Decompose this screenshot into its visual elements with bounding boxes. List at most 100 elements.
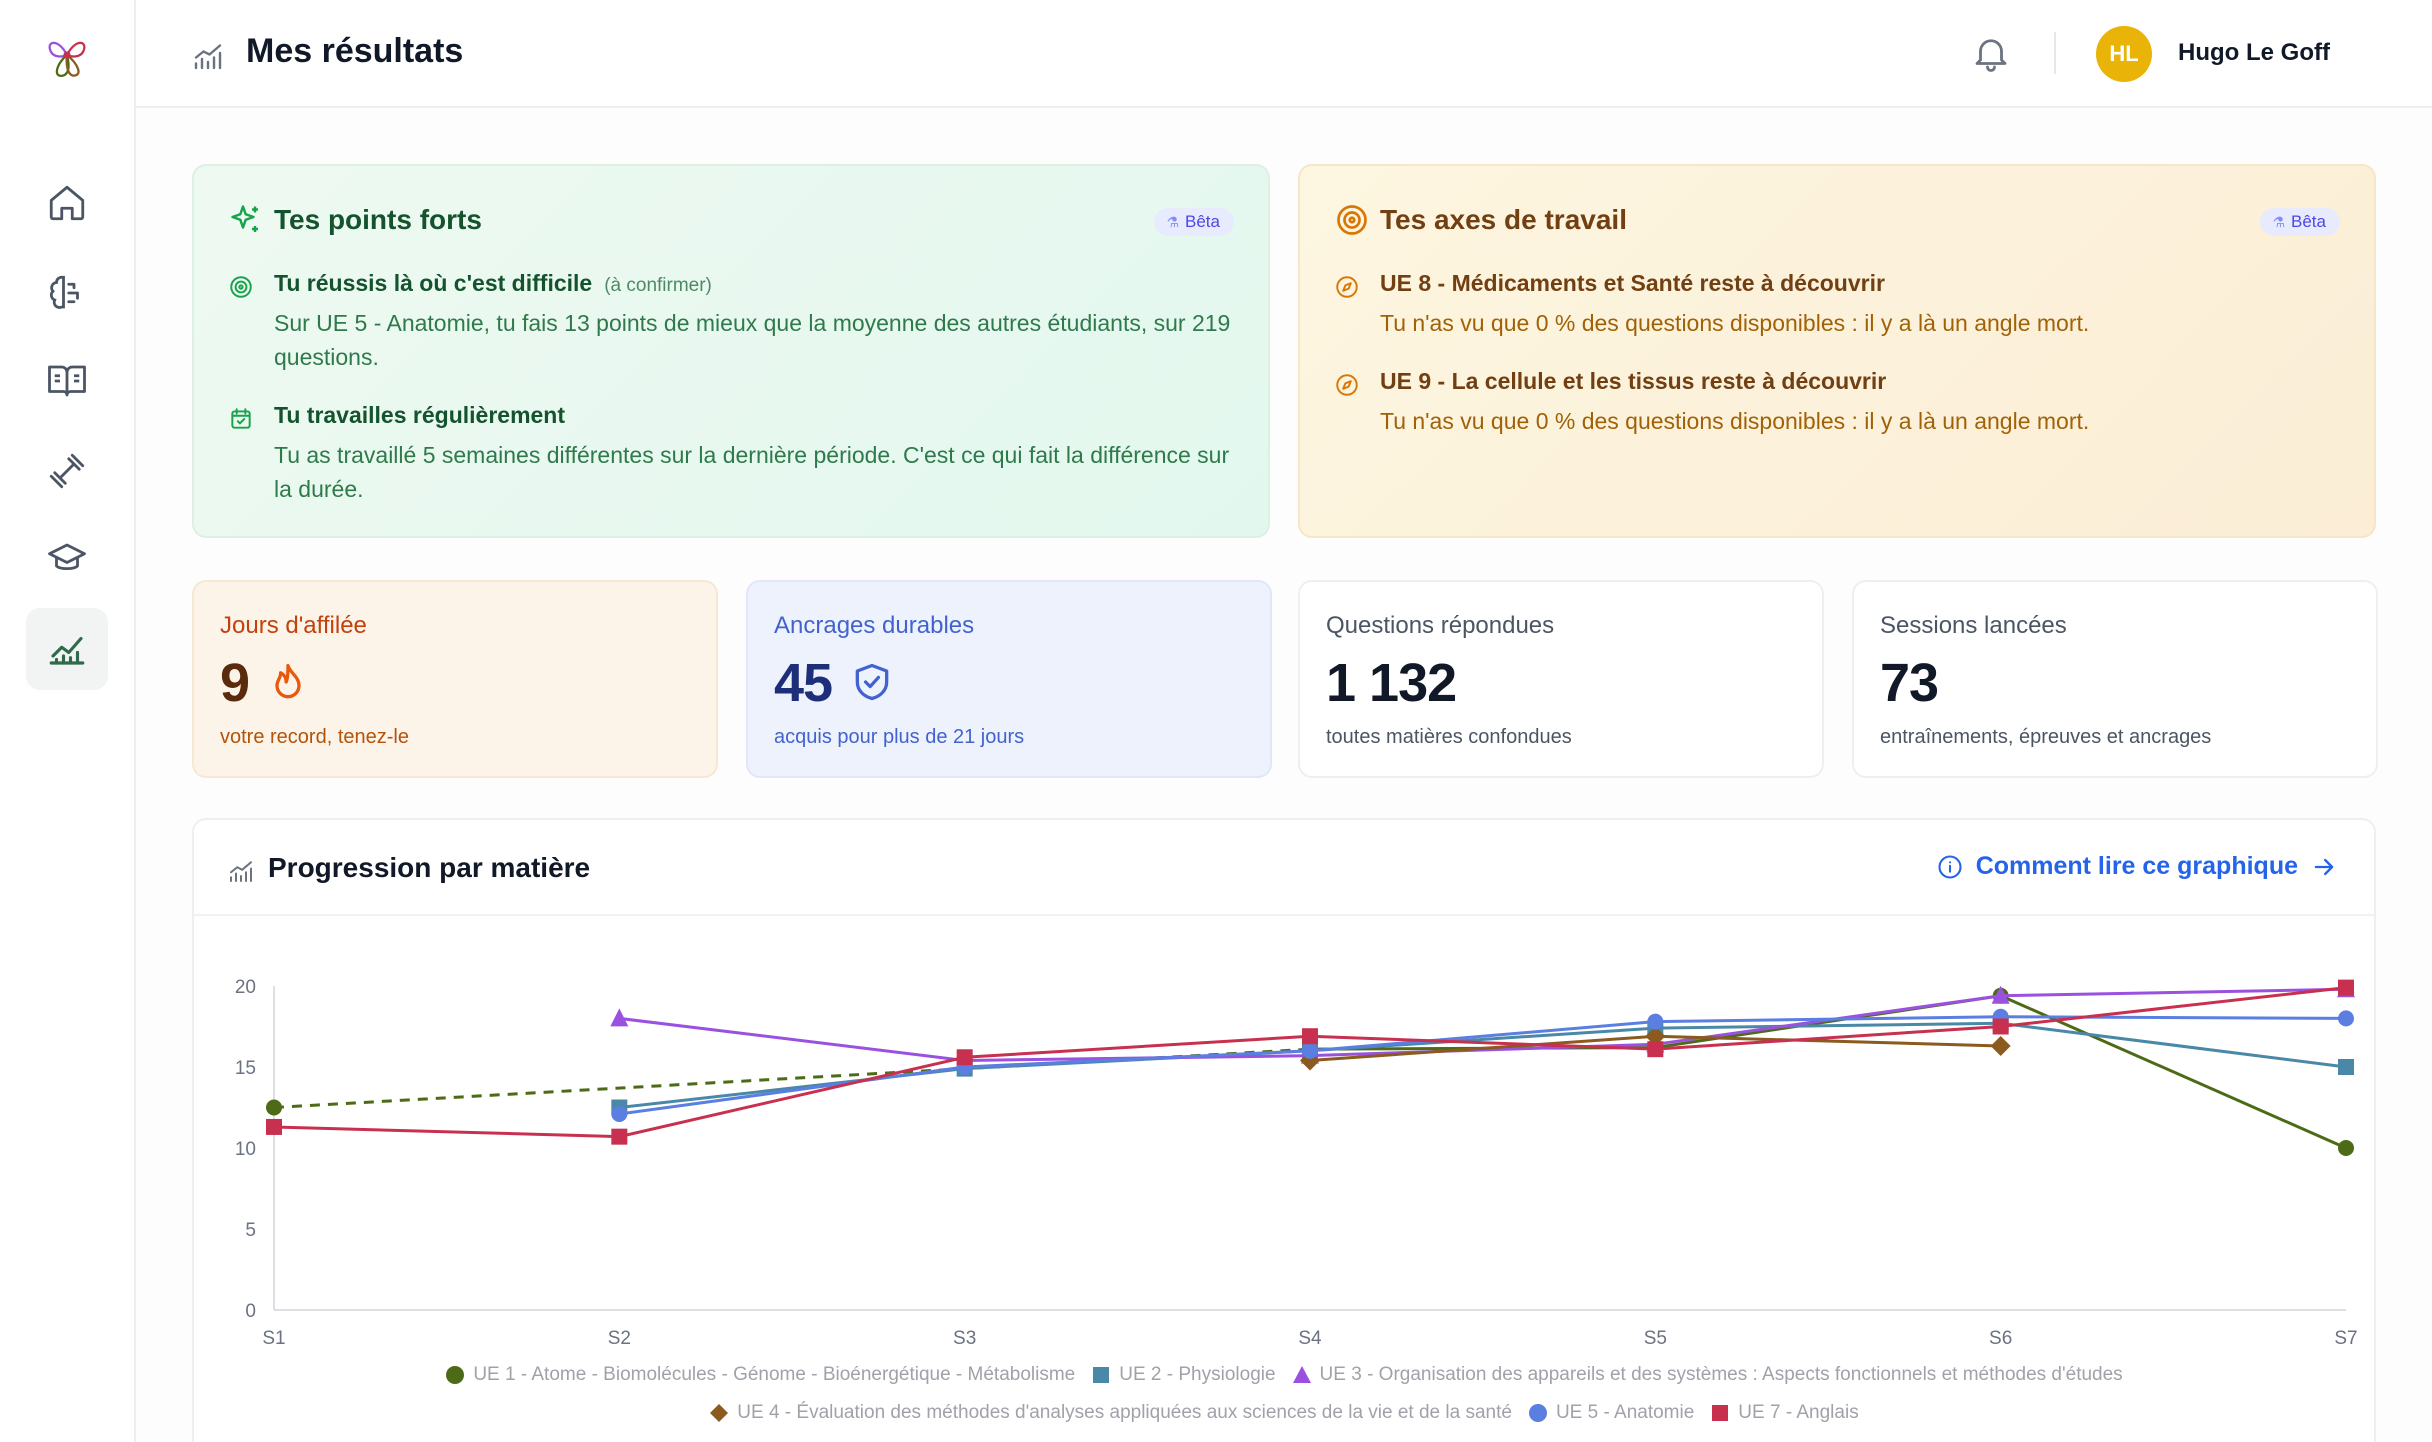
series-line [2000,987,2347,998]
stat-card-questions: Questions répondues 1 132 toutes matière… [1298,580,1824,778]
stat-sub: acquis pour plus de 21 jours [774,726,1025,748]
chart-header: Progression par matière Comment lire ce … [194,820,2374,916]
strength-item-title: Tu travailles régulièrement [274,402,566,428]
shield-check-icon [855,663,889,701]
y-tick-label: 5 [245,1220,256,1241]
y-tick-label: 10 [235,1139,256,1160]
stat-value: 73 [1880,653,1939,713]
arrow-right-icon [2314,858,2334,875]
sparkles-icon [231,205,258,232]
series-line [273,1125,620,1139]
strengths-card: Tes points forts ⚗ Bêta Tu réussis là où … [192,164,1270,538]
series-line [964,1034,1311,1059]
chart-line-icon [49,636,85,665]
sidebar-item-courses[interactable] [26,340,108,422]
avatar[interactable]: HL [2096,26,2152,82]
stat-label: Ancrages durables [774,612,975,639]
data-point [1647,1013,1664,1030]
stat-sub: votre record, tenez-le [220,726,409,748]
x-tick-label: S3 [953,1328,976,1349]
legend-label: UE 1 - Atome - Biomolécules - Génome - B… [473,1364,1076,1385]
chart-bars-icon [194,44,222,70]
sidebar-item-home[interactable] [26,162,108,244]
strength-item-note: (à confirmer) [604,275,712,296]
legend-label: UE 2 - Physiologie [1119,1364,1276,1385]
stat-label: Jours d'affilée [220,612,367,639]
data-point [956,1049,973,1066]
legend-item[interactable]: UE 1 - Atome - Biomolécules - Génome - B… [445,1364,1075,1386]
stat-card-streak: Jours d'affilée 9 votre record, tenez-le [192,580,718,778]
compass-icon [1336,276,1358,298]
chart-help-link[interactable]: Comment lire ce graphique [1936,852,2338,881]
series-line [2000,1015,2347,1020]
top-bar: Mes résultats HL Hugo Le Goff [136,0,2432,108]
series-line [1309,1034,1656,1051]
data-point [1647,1041,1664,1058]
data-point [1302,1028,1318,1045]
series-line [1655,1034,2001,1048]
legend-item[interactable]: UE 2 - Physiologie [1091,1364,1276,1386]
data-point [266,1118,282,1135]
brain-icon [49,275,79,309]
target-icon [230,276,252,298]
data-point [1990,1035,2011,1056]
chart-title: Progression par matière [268,852,591,883]
legend-item[interactable]: UE 7 - Anglais [1710,1402,1859,1424]
stat-sub: entraînements, épreuves et ancrages [1880,726,2212,748]
info-icon [1938,854,1962,879]
chart-legend: UE 1 - Atome - Biomolécules - Génome - B… [194,1364,2374,1386]
strength-item-desc: Tu as travaillé 5 semaines différentes s… [274,442,1230,502]
stat-card-anchors: Ancrages durables 45 acquis pour plus de… [746,580,1272,778]
legend-label: UE 4 - Évaluation des méthodes d'analyse… [737,1402,1512,1423]
graduation-cap-icon [48,543,86,571]
series-line [1309,1034,1656,1063]
stat-label: Sessions lancées [1880,612,2067,639]
beta-badge: ⚗ Bêta [2260,208,2340,236]
flask-icon: ⚗ [1166,213,1180,230]
data-point [1992,1018,2009,1035]
chart-bars-icon [230,861,252,882]
app-logo[interactable] [36,24,98,86]
sidebar-item-brain[interactable] [26,252,108,334]
chart-legend: UE 4 - Évaluation des méthodes d'analyse… [194,1402,2374,1424]
stat-label: Questions répondues [1326,612,1555,639]
calendar-check-icon [231,408,251,429]
page-title: Mes résultats [246,32,464,70]
y-tick-label: 15 [235,1058,256,1079]
data-point [2338,1059,2354,1075]
stat-value: 45 [774,653,833,713]
x-tick-label: S7 [2334,1328,2357,1349]
series-line [964,1049,1311,1069]
sidebar-item-training[interactable] [26,430,108,512]
strengths-title: Tes points forts [274,204,482,235]
legend-label: UE 5 - Anatomie [1555,1402,1695,1423]
bell-icon[interactable] [1970,32,2012,74]
sidebar-item-exams[interactable] [26,518,108,600]
legend-item[interactable]: UE 3 - Organisation des appareils et des… [1292,1364,2123,1386]
sidebar [0,0,136,1442]
progression-chart: 0 5 10 15 20 S1 S2 S3 S4 S5 S6 S7 [235,977,2358,1349]
data-point [2338,1140,2354,1156]
chart-help-label[interactable]: Comment lire ce graphique [1975,852,2298,880]
user-name[interactable]: Hugo Le Goff [2178,39,2330,66]
series-line [1655,1025,2001,1051]
book-open-icon [48,365,86,397]
work-axis-title: UE 9 - La cellule et les tissus reste à … [1380,368,1887,394]
x-tick-label: S2 [608,1328,631,1349]
progression-chart-card: Progression par matière Comment lire ce … [192,818,2376,1442]
flask-icon: ⚗ [2272,213,2286,230]
x-tick-label: S6 [1989,1328,2012,1349]
data-point [2338,1010,2354,1027]
work-axis-title: UE 8 - Médicaments et Santé reste à déco… [1380,270,1885,296]
y-tick-label: 20 [235,977,256,998]
legend-item[interactable]: UE 4 - Évaluation des méthodes d'analyse… [709,1402,1512,1424]
data-point [610,1008,629,1027]
sidebar-item-results[interactable] [26,608,108,690]
compass-icon [1336,374,1358,396]
dumbbell-icon [49,453,85,489]
legend-label: UE 7 - Anglais [1738,1402,1859,1423]
series-line [2000,1021,2347,1069]
legend-item[interactable]: UE 5 - Anatomie [1528,1402,1694,1424]
data-point [611,1105,628,1122]
data-point [1991,985,2010,1004]
